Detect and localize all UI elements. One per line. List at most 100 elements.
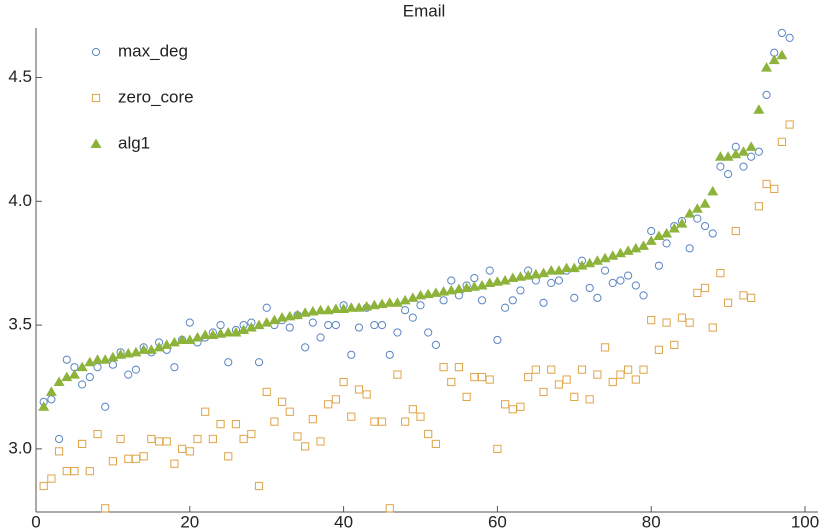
point bbox=[493, 335, 502, 345]
point bbox=[401, 417, 410, 426]
point bbox=[539, 298, 548, 307]
point bbox=[424, 429, 433, 439]
point bbox=[631, 281, 640, 290]
point bbox=[639, 291, 648, 300]
x-tick-label: 80 bbox=[642, 512, 661, 531]
point bbox=[61, 371, 73, 382]
point bbox=[215, 328, 227, 338]
point bbox=[754, 147, 763, 156]
point bbox=[147, 434, 156, 444]
point bbox=[645, 235, 657, 245]
point bbox=[524, 372, 533, 382]
point bbox=[616, 276, 625, 285]
point bbox=[131, 365, 141, 374]
point bbox=[254, 481, 264, 491]
point bbox=[647, 226, 656, 236]
point bbox=[516, 402, 525, 411]
point bbox=[776, 49, 788, 60]
point bbox=[308, 318, 317, 327]
point bbox=[445, 284, 457, 295]
point bbox=[222, 327, 234, 337]
point bbox=[315, 304, 327, 315]
point bbox=[638, 240, 650, 250]
point bbox=[716, 268, 725, 278]
point bbox=[78, 380, 87, 389]
point bbox=[591, 255, 603, 265]
point bbox=[54, 447, 64, 456]
point bbox=[616, 370, 625, 379]
point bbox=[124, 454, 133, 463]
legend-marker bbox=[91, 93, 101, 103]
point bbox=[224, 452, 233, 461]
y-tick-label: 3.5 bbox=[8, 315, 32, 334]
point bbox=[107, 351, 119, 362]
point bbox=[653, 230, 665, 240]
point bbox=[431, 340, 440, 349]
point bbox=[416, 301, 425, 310]
point bbox=[216, 320, 225, 330]
point bbox=[493, 444, 502, 453]
point bbox=[454, 363, 464, 372]
point bbox=[161, 339, 173, 349]
point bbox=[730, 148, 742, 159]
point bbox=[239, 434, 248, 444]
legend-marker bbox=[90, 138, 102, 148]
point bbox=[285, 323, 294, 332]
point bbox=[622, 245, 634, 255]
point bbox=[462, 392, 471, 401]
point bbox=[716, 162, 725, 171]
point bbox=[254, 358, 264, 367]
point bbox=[238, 324, 250, 335]
point bbox=[53, 376, 65, 387]
point bbox=[577, 365, 587, 374]
x-tick-label: 0 bbox=[31, 512, 40, 531]
point bbox=[538, 267, 550, 278]
point bbox=[262, 303, 271, 312]
point bbox=[662, 318, 671, 327]
point bbox=[724, 298, 733, 307]
point bbox=[345, 302, 357, 312]
point bbox=[201, 407, 210, 416]
point bbox=[162, 437, 171, 446]
point bbox=[507, 272, 519, 283]
point bbox=[661, 227, 673, 238]
point bbox=[85, 467, 94, 476]
point bbox=[253, 319, 265, 330]
legend-label: zero_core bbox=[118, 87, 194, 106]
point bbox=[477, 372, 487, 382]
point bbox=[76, 361, 88, 372]
y-tick-label: 4.5 bbox=[8, 67, 32, 86]
point bbox=[499, 275, 511, 285]
point bbox=[347, 412, 356, 421]
point bbox=[407, 292, 419, 302]
point bbox=[568, 262, 580, 273]
point bbox=[424, 328, 433, 337]
point bbox=[216, 420, 225, 429]
point bbox=[170, 459, 179, 468]
point bbox=[670, 340, 679, 349]
point bbox=[554, 276, 564, 285]
point bbox=[291, 309, 303, 320]
point bbox=[461, 282, 473, 292]
point bbox=[584, 257, 596, 268]
point bbox=[145, 344, 157, 354]
point bbox=[745, 141, 757, 151]
point bbox=[285, 407, 294, 416]
point bbox=[84, 356, 96, 367]
point bbox=[468, 281, 480, 291]
point bbox=[631, 375, 640, 384]
point bbox=[54, 434, 64, 444]
point bbox=[93, 429, 102, 439]
point bbox=[393, 328, 402, 337]
point bbox=[39, 481, 48, 491]
point bbox=[293, 432, 302, 441]
point bbox=[168, 336, 180, 347]
point bbox=[708, 229, 717, 238]
point bbox=[447, 276, 456, 285]
point bbox=[108, 360, 118, 369]
point bbox=[684, 208, 696, 218]
point bbox=[416, 412, 425, 421]
point bbox=[624, 365, 633, 374]
point bbox=[585, 395, 594, 404]
point bbox=[207, 329, 219, 339]
